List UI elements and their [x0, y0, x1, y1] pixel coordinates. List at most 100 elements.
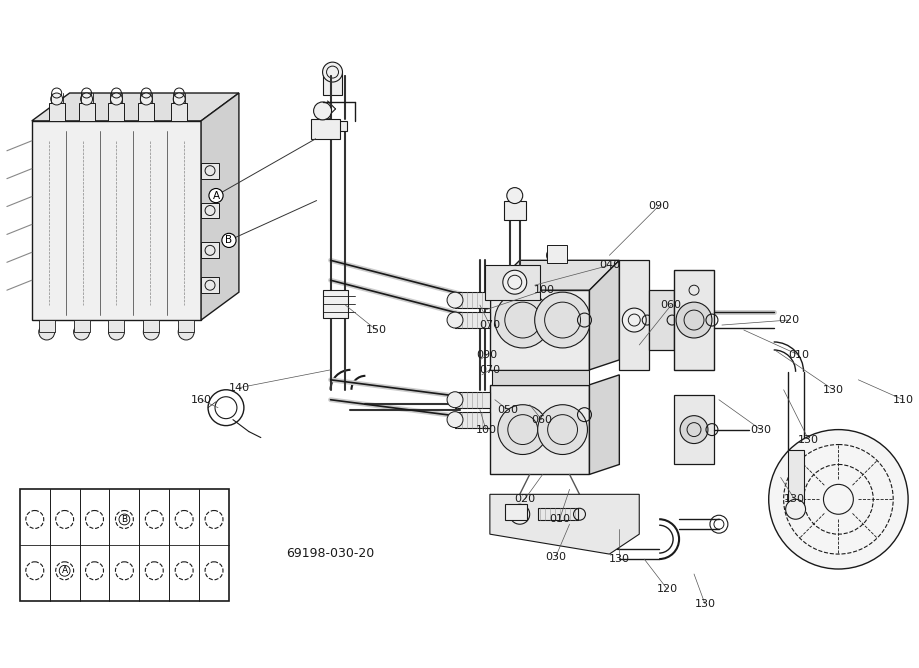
- Text: 69198-030-20: 69198-030-20: [287, 546, 375, 560]
- Circle shape: [173, 93, 185, 105]
- Text: 130: 130: [798, 435, 819, 445]
- Circle shape: [680, 415, 708, 444]
- Circle shape: [313, 102, 332, 120]
- Bar: [201, 242, 219, 259]
- Text: 020: 020: [778, 315, 800, 325]
- Bar: [108, 320, 124, 332]
- Text: 030: 030: [545, 552, 566, 562]
- Polygon shape: [589, 375, 619, 474]
- Circle shape: [447, 391, 463, 407]
- Bar: [143, 320, 159, 332]
- Polygon shape: [490, 385, 589, 474]
- Text: 150: 150: [366, 325, 387, 335]
- Text: 090: 090: [476, 350, 497, 360]
- Circle shape: [547, 247, 562, 263]
- Bar: [492, 370, 589, 385]
- Polygon shape: [589, 261, 619, 370]
- Text: 090: 090: [649, 200, 670, 210]
- Text: 070: 070: [480, 365, 501, 375]
- Text: 120: 120: [656, 584, 677, 594]
- Circle shape: [506, 188, 523, 204]
- Circle shape: [535, 292, 590, 348]
- Bar: [619, 261, 649, 370]
- Bar: [455, 312, 490, 328]
- Text: 020: 020: [514, 494, 535, 504]
- Bar: [201, 202, 219, 218]
- Bar: [201, 163, 219, 178]
- Text: 140: 140: [228, 383, 249, 393]
- Text: B: B: [225, 235, 233, 245]
- Bar: [485, 265, 539, 300]
- Bar: [323, 290, 348, 318]
- Circle shape: [143, 324, 159, 340]
- Circle shape: [498, 405, 548, 454]
- Bar: [675, 395, 714, 464]
- Bar: [323, 73, 343, 95]
- Bar: [538, 508, 577, 520]
- Circle shape: [74, 324, 89, 340]
- Circle shape: [108, 324, 124, 340]
- Bar: [505, 504, 527, 520]
- Circle shape: [622, 308, 646, 332]
- Bar: [455, 391, 490, 407]
- Bar: [547, 245, 566, 263]
- Text: 110: 110: [892, 395, 913, 405]
- Bar: [108, 103, 124, 121]
- Text: 060: 060: [661, 300, 682, 310]
- Text: B: B: [121, 515, 128, 524]
- Bar: [79, 103, 95, 121]
- Circle shape: [510, 504, 529, 524]
- Bar: [201, 277, 219, 293]
- Bar: [788, 450, 803, 509]
- Text: 130: 130: [784, 494, 805, 504]
- Text: 100: 100: [475, 425, 496, 435]
- Polygon shape: [490, 261, 619, 290]
- Bar: [675, 271, 714, 370]
- Circle shape: [503, 271, 527, 294]
- Polygon shape: [490, 494, 640, 554]
- Bar: [39, 320, 55, 332]
- Polygon shape: [201, 93, 239, 320]
- Text: 050: 050: [497, 405, 518, 415]
- Circle shape: [768, 430, 908, 569]
- Circle shape: [141, 93, 153, 105]
- Circle shape: [178, 324, 194, 340]
- Circle shape: [786, 499, 806, 519]
- Circle shape: [447, 411, 463, 428]
- Text: 130: 130: [823, 385, 844, 395]
- Text: 160: 160: [190, 395, 211, 405]
- Bar: [74, 320, 89, 332]
- Bar: [504, 200, 526, 220]
- Bar: [455, 292, 490, 308]
- Bar: [139, 103, 154, 121]
- Circle shape: [51, 93, 62, 105]
- Text: 030: 030: [750, 425, 771, 435]
- Circle shape: [676, 302, 712, 338]
- Bar: [311, 119, 341, 139]
- Text: 010: 010: [789, 350, 809, 360]
- Bar: [171, 103, 187, 121]
- Circle shape: [538, 405, 587, 454]
- Circle shape: [447, 312, 463, 328]
- Text: 130: 130: [608, 554, 630, 564]
- Polygon shape: [32, 121, 201, 320]
- Polygon shape: [490, 290, 589, 370]
- Circle shape: [110, 93, 122, 105]
- Text: 010: 010: [549, 514, 570, 524]
- Circle shape: [323, 62, 343, 82]
- Bar: [20, 490, 229, 601]
- Text: 130: 130: [695, 599, 716, 609]
- Text: 100: 100: [534, 285, 555, 295]
- Text: 070: 070: [480, 320, 501, 330]
- Bar: [325, 121, 347, 131]
- Bar: [178, 320, 194, 332]
- Bar: [49, 103, 64, 121]
- Circle shape: [208, 389, 244, 426]
- Text: A: A: [212, 190, 220, 200]
- Circle shape: [81, 93, 93, 105]
- Text: A: A: [62, 566, 68, 575]
- Circle shape: [447, 292, 463, 308]
- Polygon shape: [32, 93, 239, 121]
- Circle shape: [39, 324, 55, 340]
- Bar: [455, 411, 490, 428]
